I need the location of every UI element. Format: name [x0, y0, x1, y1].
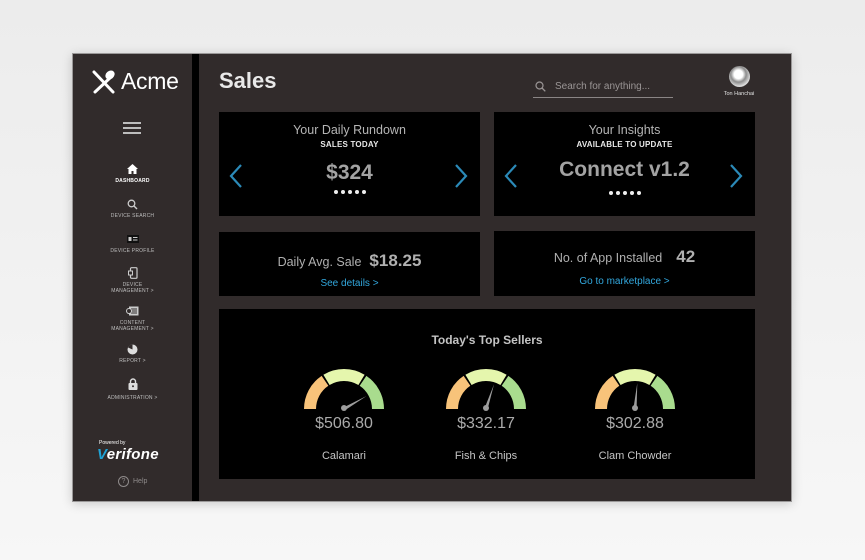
sidebar-item-device-management[interactable]: DEVICE MANAGEMENT >: [73, 266, 192, 294]
insight-value: Connect v1.2: [559, 158, 690, 181]
sidebar-item-report[interactable]: REPORT >: [73, 342, 192, 364]
sidebar-item-content-management[interactable]: CONTENT MANAGEMENT >: [73, 304, 192, 332]
chevron-right-icon[interactable]: [729, 164, 743, 188]
search-bar[interactable]: [533, 76, 673, 98]
carousel-dots[interactable]: [219, 190, 480, 194]
chevron-right-icon[interactable]: [454, 164, 468, 188]
powered-by-label: Powered by: [99, 440, 126, 446]
card-subtitle: SALES TODAY: [320, 140, 379, 149]
sidebar-divider: [192, 54, 199, 501]
gauge-value: $506.80: [315, 415, 373, 432]
avatar[interactable]: [728, 66, 750, 87]
lock-icon: [128, 378, 137, 390]
sidebar-nav: DASHBOARD DEVICE SEARCH DEVICE PROFILE D…: [73, 162, 192, 401]
pie-chart-icon: [127, 344, 138, 354]
gauge-label: Clam Chowder: [598, 450, 672, 462]
marketplace-link[interactable]: Go to marketplace >: [579, 276, 670, 287]
search-input[interactable]: [555, 81, 670, 92]
gauge-icon: [446, 369, 526, 411]
help-button[interactable]: ? Help: [118, 476, 147, 487]
sidebar-item-dashboard[interactable]: DASHBOARD: [73, 162, 192, 184]
card-title: Today's Top Sellers: [431, 333, 543, 347]
app-window: Acme DASHBOARD DEVICE SEARCH DEVICE PROF…: [72, 53, 792, 502]
search-icon: [535, 81, 546, 92]
stat-value: $18.25: [369, 251, 422, 270]
gauge-label: Fish & Chips: [454, 450, 518, 462]
menu-toggle-icon[interactable]: [123, 122, 141, 137]
home-icon: [127, 164, 138, 174]
gauge-item: $506.80 Calamari: [289, 367, 399, 462]
apps-installed-card: No. of App Installed 42 Go to marketplac…: [494, 231, 755, 296]
see-details-link[interactable]: See details >: [320, 278, 379, 289]
stat-label: Daily Avg. Sale: [277, 255, 362, 269]
logo[interactable]: Acme: [91, 68, 179, 95]
carousel-dots[interactable]: [494, 191, 755, 195]
stat-label: No. of App Installed: [553, 251, 663, 265]
gauge-icon: [595, 369, 675, 411]
device-icon: [127, 267, 138, 279]
gauge-item: $332.17 Fish & Chips: [431, 367, 541, 462]
gauge-label: Calamari: [321, 450, 366, 462]
gauge-icon: [304, 369, 384, 411]
chevron-left-icon[interactable]: [504, 164, 518, 188]
gauge-value: $332.17: [457, 415, 515, 432]
page-title: Sales: [219, 68, 277, 93]
profile-card-icon: [126, 235, 139, 243]
card-subtitle: AVAILABLE TO UPDATE: [576, 140, 673, 149]
help-icon: ?: [118, 476, 129, 487]
verifone-logo: Verifone: [97, 446, 159, 463]
gauge-item: $302.88 Clam Chowder: [580, 367, 690, 462]
search-icon: [127, 199, 138, 209]
sidebar-item-administration[interactable]: ADMINISTRATION >: [73, 377, 192, 401]
fork-spoon-icon: [92, 70, 115, 93]
card-title: Your Daily Rundown: [293, 123, 406, 137]
sales-today-value: $324: [326, 161, 373, 184]
gauge-value: $302.88: [606, 415, 664, 432]
sidebar: Acme DASHBOARD DEVICE SEARCH DEVICE PROF…: [73, 54, 192, 501]
sidebar-item-device-search[interactable]: DEVICE SEARCH: [73, 197, 192, 219]
user-name: Ton Hanchai: [723, 91, 755, 97]
insights-card: Your Insights AVAILABLE TO UPDATE Connec…: [494, 112, 755, 216]
sidebar-item-device-profile[interactable]: DEVICE PROFILE: [73, 232, 192, 254]
daily-avg-sale-card: Daily Avg. Sale $18.25 See details >: [219, 232, 480, 296]
chevron-left-icon[interactable]: [229, 164, 243, 188]
brand-name: Acme: [121, 68, 179, 94]
card-title: Your Insights: [588, 123, 661, 137]
user-profile[interactable]: Ton Hanchai: [719, 66, 759, 97]
main-content: Sales Ton Hanchai Your Daily Rundown SAL…: [199, 54, 791, 501]
stat-value: 42: [676, 247, 696, 266]
daily-rundown-card: Your Daily Rundown SALES TODAY $324: [219, 112, 480, 216]
content-icon: [126, 306, 139, 316]
top-sellers-card: Today's Top Sellers $506.80 Calamari $33…: [219, 309, 755, 479]
